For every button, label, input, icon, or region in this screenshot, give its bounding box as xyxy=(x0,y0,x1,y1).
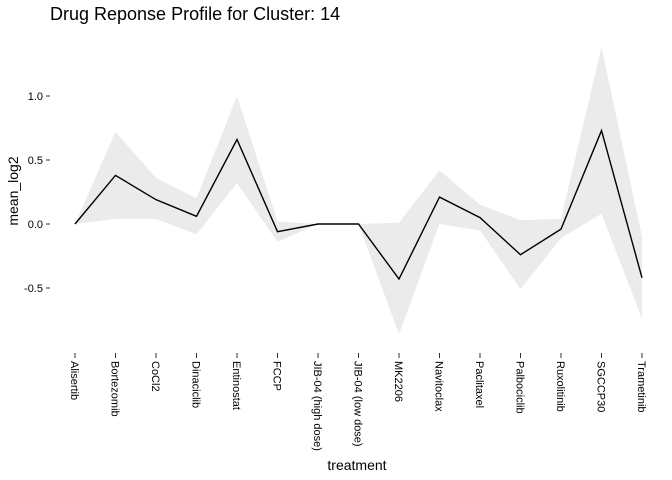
x-tick-label: Palbociclib xyxy=(514,361,526,414)
x-tick-label: Trametinib xyxy=(635,361,647,413)
x-tick-label: Ruxolitinib xyxy=(554,361,566,412)
x-tick-label: JIB-04 (low dose) xyxy=(352,361,364,447)
x-tick-label: Navitoclax xyxy=(433,361,445,412)
y-tick-label: 1.0 xyxy=(28,91,43,103)
x-tick-label: Paclitaxel xyxy=(473,361,485,408)
y-axis-title: mean_log2 xyxy=(5,156,21,225)
x-tick-label: Bortezomib xyxy=(109,361,121,417)
x-tick-label: FCCP xyxy=(271,361,283,391)
y-tick-label: 0.5 xyxy=(28,155,43,167)
x-tick-label: CoCl2 xyxy=(149,361,161,392)
x-tick-label: SGCCP30 xyxy=(595,361,607,412)
y-axis: 1.0 0.5 0.0 -0.5 xyxy=(24,91,50,295)
series-line xyxy=(74,128,643,281)
y-tick-label: -0.5 xyxy=(24,283,43,295)
x-tick-label: Entinostat xyxy=(230,361,242,410)
x-axis-title: treatment xyxy=(327,457,386,473)
plot-area xyxy=(74,47,643,335)
x-tick-label: MK2206 xyxy=(392,361,404,402)
confidence-ribbon xyxy=(75,47,642,335)
x-tick-label: Alisertib xyxy=(68,361,80,400)
chart-title: Drug Reponse Profile for Cluster: 14 xyxy=(50,4,340,24)
x-tick-label: JIB-04 (high dose) xyxy=(311,361,323,451)
x-axis: Alisertib Bortezomib CoCl2 Dinaciclib Entino… xyxy=(68,353,647,451)
y-tick-label: 0.0 xyxy=(28,219,43,231)
x-tick-label: Dinaciclib xyxy=(190,361,202,408)
